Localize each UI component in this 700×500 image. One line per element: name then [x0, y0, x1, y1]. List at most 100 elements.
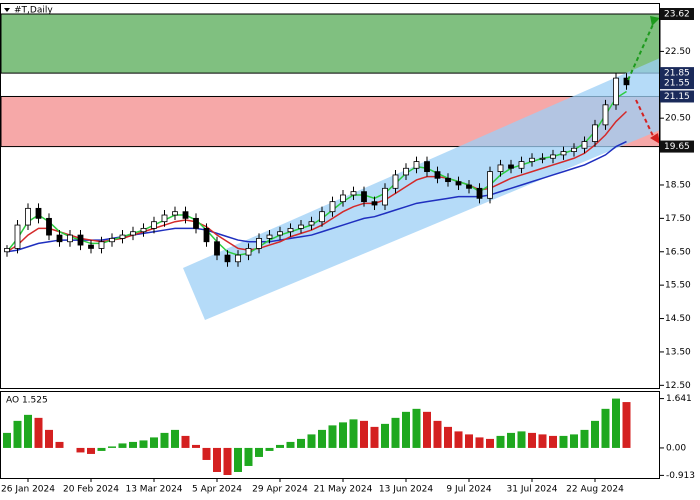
candle-body [466, 184, 472, 189]
ao-bar [108, 446, 116, 448]
y-tick-label: 17.50 [665, 214, 691, 224]
ao-bar [139, 440, 148, 448]
ao-bar [559, 435, 568, 448]
x-tick-label: 20 Feb 2024 [63, 485, 119, 495]
candle-body [46, 217, 52, 236]
candle-body [193, 217, 199, 229]
ao-bar [601, 408, 610, 448]
price-marker [660, 77, 694, 90]
candle-body [224, 254, 231, 263]
menu-icon[interactable] [4, 8, 10, 12]
x-tick-label: 13 Mar 2024 [125, 485, 182, 495]
ao-bar [528, 432, 536, 448]
candle-body [182, 211, 189, 219]
ao-bar [496, 435, 505, 448]
y-tick-label: 22.50 [665, 47, 691, 57]
ao-bar [244, 447, 253, 466]
ao-bar [423, 411, 431, 448]
y-tick-label: 14.50 [665, 314, 691, 324]
ao-bar [129, 441, 137, 448]
ao-bar [465, 434, 473, 448]
x-tick-label: 22 Aug 2024 [566, 485, 624, 495]
ao-bar [150, 437, 158, 448]
ao-bar [486, 438, 494, 448]
ao-bar [297, 438, 305, 448]
up-arrow [627, 19, 656, 81]
ao-bar [612, 398, 620, 448]
ao-bar [97, 447, 106, 451]
ao-y-tick-label: -0.913 [666, 471, 695, 481]
ao-bar [118, 443, 127, 448]
ao-bar [454, 431, 463, 448]
y-tick-label: 12.50 [665, 381, 691, 391]
candle-body [382, 187, 388, 206]
y-tick-label: 16.50 [665, 247, 691, 257]
candle-body [550, 154, 556, 159]
candle-body [308, 221, 315, 226]
price-marker-label: 21.85 [664, 69, 690, 79]
candle-body [35, 207, 42, 219]
candle-body [88, 244, 94, 249]
ao-bar [255, 447, 263, 457]
ao-bar [475, 437, 484, 448]
candle-body [361, 191, 367, 203]
ao-bar [318, 429, 326, 448]
chart-title: #T,Daily [14, 6, 53, 16]
candle-body [256, 238, 262, 249]
candle-body [487, 171, 493, 199]
x-tick-label: 5 Apr 2024 [192, 485, 242, 495]
plot [4, 73, 630, 267]
ao-bar [286, 441, 295, 448]
candle-body [109, 238, 115, 243]
ao-bar [13, 420, 22, 448]
candle-body [476, 187, 483, 199]
ao-bar [591, 420, 599, 448]
candle-body [214, 241, 220, 256]
candle-body [119, 234, 126, 239]
trend-channel [183, 58, 660, 320]
price-marker-label: 23.62 [664, 10, 690, 20]
ao-label: AO 1.525 [6, 396, 48, 406]
ao-bar [181, 435, 190, 448]
candle-body [151, 221, 157, 229]
ao-bar [580, 429, 589, 448]
candle-body [235, 254, 241, 263]
price-marker-label: 21.55 [664, 79, 690, 89]
ao-y-tick-label: 0.00 [666, 443, 686, 453]
candle-body [613, 77, 619, 106]
ao-bar [202, 447, 211, 460]
price-marker-label: 19.65 [664, 142, 690, 152]
ao-bar [76, 447, 85, 453]
price-marker [660, 90, 694, 103]
ao-bar [3, 432, 11, 448]
down-arrowhead [650, 133, 660, 144]
x-tick-label: 21 May 2024 [314, 485, 373, 495]
candle-body [340, 194, 346, 203]
ao-bar [45, 429, 53, 448]
ao-bar [402, 411, 410, 448]
y-tick-label: 18.50 [665, 180, 691, 190]
ao-bar [360, 420, 368, 448]
candle-body [14, 224, 21, 249]
candle-body [424, 161, 430, 173]
x-tick-label: 29 Apr 2024 [252, 485, 308, 495]
ao-bar [370, 426, 379, 448]
ao-bar [24, 414, 32, 448]
candle-body [319, 211, 325, 223]
candle-body [403, 167, 409, 176]
candle-body [592, 124, 598, 142]
candle-body [434, 171, 441, 179]
zone [0, 13, 661, 74]
price-marker [660, 8, 694, 21]
candle-body [371, 201, 378, 206]
candle-body [508, 164, 514, 169]
candle-body [623, 77, 630, 86]
x-tick-label: 26 Jan 2024 [1, 485, 55, 495]
ao-bar [171, 429, 179, 448]
candle-body [4, 248, 10, 253]
candle-body [392, 174, 399, 189]
candle-body [350, 191, 357, 196]
candle-body [413, 161, 420, 169]
ao-bar [34, 417, 43, 448]
